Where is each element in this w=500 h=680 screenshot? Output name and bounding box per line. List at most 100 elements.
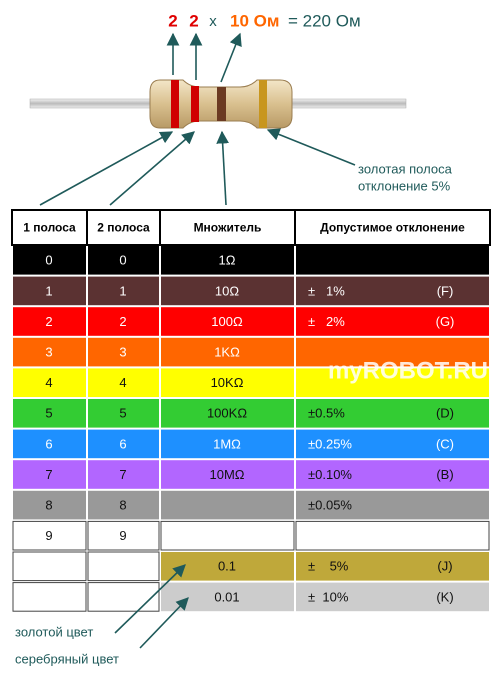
multiplier-cell: 10MΩ <box>209 467 244 482</box>
cell <box>296 490 489 520</box>
watermark: myROBOT.RU <box>328 357 488 384</box>
cell <box>296 582 489 612</box>
band1-cell: 6 <box>45 436 52 451</box>
cell <box>161 368 294 397</box>
cell <box>296 399 489 428</box>
cell <box>13 490 86 520</box>
header-bg <box>11 209 491 246</box>
cell <box>13 276 86 306</box>
multiplier-cell: 1Ω <box>219 253 236 268</box>
multiplier-cell: 100KΩ <box>207 406 247 421</box>
note: серебряный цвет <box>15 651 119 666</box>
cell <box>88 368 159 397</box>
cell <box>296 429 489 459</box>
cell <box>161 246 294 275</box>
multiplier: 10 Ом <box>230 11 279 30</box>
cell <box>296 246 489 275</box>
band2-cell: 8 <box>119 498 126 513</box>
band2-cell: 3 <box>119 345 126 360</box>
tolerance-cell: ±0.10% <box>308 467 352 482</box>
band1-cell: 4 <box>45 375 52 390</box>
code-cell: (K) <box>436 589 453 604</box>
digit: 2 <box>189 11 198 30</box>
cell <box>295 520 490 551</box>
cell <box>88 337 159 367</box>
header-cell: 1 полоса <box>23 221 76 235</box>
band1-cell: 0 <box>45 253 52 268</box>
result: = 220 Ом <box>288 11 361 30</box>
cell <box>161 399 294 428</box>
cell <box>296 368 489 397</box>
band1-cell: 7 <box>45 467 52 482</box>
code-cell: (B) <box>436 467 453 482</box>
gold-note: золотая полоса <box>358 161 453 176</box>
band1-cell: 1 <box>45 283 52 298</box>
cell <box>13 399 86 428</box>
cell <box>296 276 489 306</box>
code-cell: (J) <box>437 559 452 574</box>
cell <box>13 246 86 275</box>
multiplier-cell: 10Ω <box>215 283 239 298</box>
tolerance-cell: ± 2% <box>308 314 345 329</box>
cell <box>12 520 87 551</box>
cell <box>13 429 86 459</box>
multiplier-cell: 100Ω <box>211 314 243 329</box>
arrow <box>139 597 189 649</box>
digit: 2 <box>168 11 177 30</box>
band1-cell: 5 <box>45 406 52 421</box>
cell <box>12 551 87 582</box>
cell <box>13 337 86 367</box>
band1-cell: 8 <box>45 498 52 513</box>
cell <box>296 307 489 336</box>
cell <box>296 460 489 489</box>
band2-cell: 6 <box>119 436 126 451</box>
cell <box>88 490 159 520</box>
arrow <box>266 128 356 166</box>
band2-cell: 1 <box>119 283 126 298</box>
gold-note: отклонение 5% <box>358 178 451 193</box>
cell <box>161 460 294 489</box>
cell <box>87 582 160 612</box>
cell <box>88 460 159 489</box>
cell <box>88 246 159 275</box>
cell <box>161 337 294 367</box>
cell <box>88 307 159 336</box>
tolerance-cell: ± 1% <box>308 283 345 298</box>
header-cell: 2 полоса <box>97 221 150 235</box>
tolerance-cell: ±0.5% <box>308 406 345 421</box>
multiplier-cell: 0.01 <box>214 589 239 604</box>
band2-cell: 5 <box>119 406 126 421</box>
cell <box>87 520 160 551</box>
cell <box>296 552 489 581</box>
cell <box>160 520 295 551</box>
multiplier-cell: 10KΩ <box>211 375 244 390</box>
band1-cell: 9 <box>45 528 52 543</box>
arrow <box>220 32 242 83</box>
cell <box>296 337 489 367</box>
band1-cell: 2 <box>45 314 52 329</box>
band2-cell: 2 <box>119 314 126 329</box>
cell <box>161 490 294 520</box>
header-cell: Допустимое отклонение <box>320 221 465 235</box>
cell <box>13 460 86 489</box>
table: 1 полоса 2 полоса Множитель Допустимое откл… <box>11 209 491 612</box>
arrow <box>114 564 186 634</box>
band2-cell: 4 <box>119 375 126 390</box>
cell <box>161 307 294 336</box>
code-cell: (D) <box>436 406 454 421</box>
cell <box>161 429 294 459</box>
band2-cell: 7 <box>119 467 126 482</box>
tolerance-cell: ± 5% <box>308 559 349 574</box>
cell <box>87 551 160 582</box>
band1-cell: 3 <box>45 345 52 360</box>
cell <box>13 307 86 336</box>
header-cell: Множитель <box>194 221 262 235</box>
code-cell: (G) <box>436 314 455 329</box>
note: золотой цвет <box>15 624 93 639</box>
multiplier-cell: 1KΩ <box>214 345 240 360</box>
cell <box>161 276 294 306</box>
cell <box>88 429 159 459</box>
tolerance-cell: ±0.25% <box>308 436 352 451</box>
band2-cell: 9 <box>119 528 126 543</box>
